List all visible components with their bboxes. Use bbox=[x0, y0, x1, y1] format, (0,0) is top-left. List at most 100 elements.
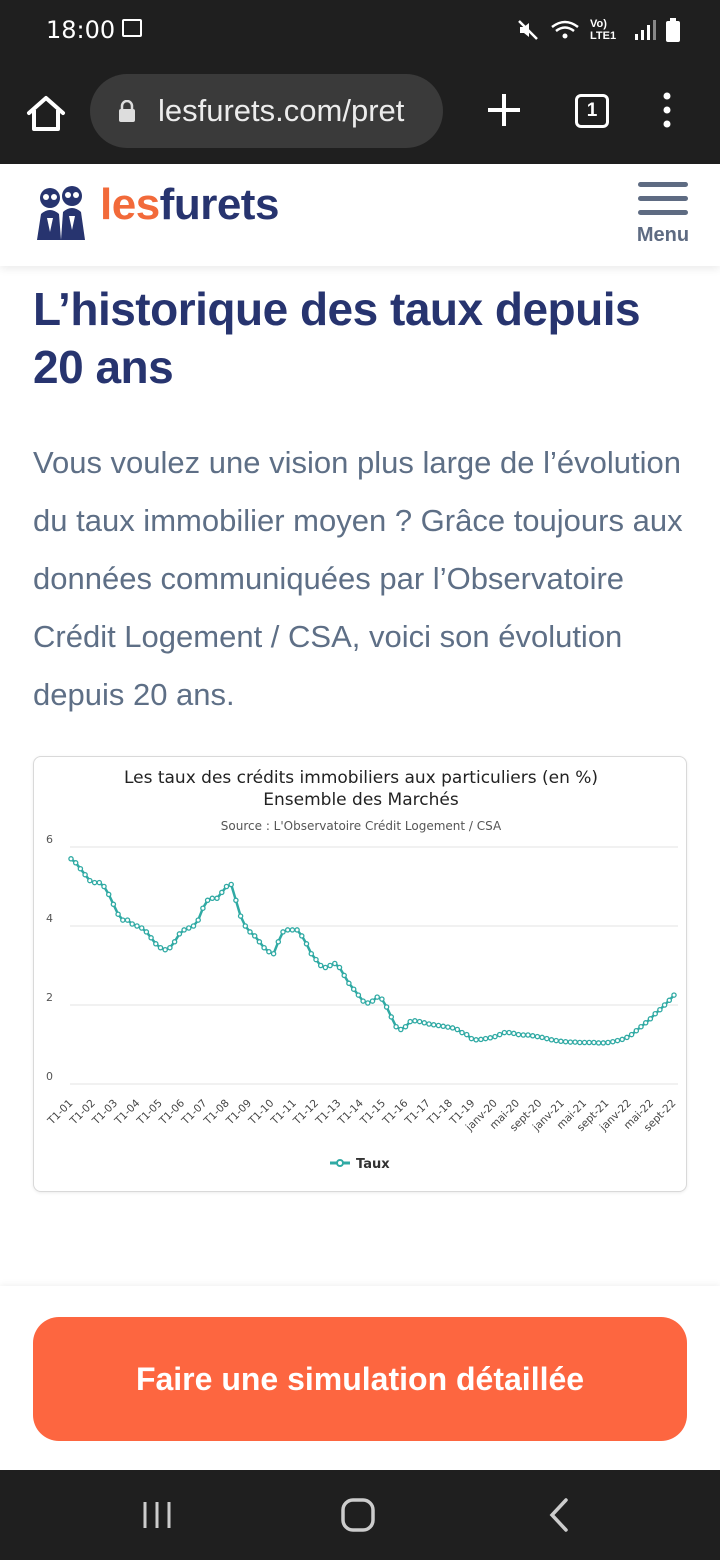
status-icons: Vo) LTE1 bbox=[516, 16, 680, 44]
simulation-button[interactable]: Faire une simulation détaillée bbox=[33, 1317, 687, 1441]
data-point bbox=[515, 1031, 522, 1038]
data-point bbox=[336, 964, 343, 971]
x-tick-label: T1-09 bbox=[224, 1097, 255, 1128]
data-point bbox=[148, 935, 154, 941]
mute-icon bbox=[518, 20, 538, 40]
x-tick-label: T1-01 bbox=[45, 1097, 76, 1128]
data-point bbox=[614, 1037, 621, 1044]
data-point bbox=[393, 1023, 399, 1030]
data-point bbox=[558, 1038, 564, 1045]
data-point bbox=[82, 871, 88, 878]
data-point bbox=[539, 1034, 545, 1041]
data-point bbox=[289, 927, 296, 933]
hamburger-icon-bar bbox=[638, 196, 688, 201]
ferret-logo-icon[interactable] bbox=[33, 184, 89, 242]
status-time: 18:00 bbox=[46, 16, 116, 44]
legend-label: Taux bbox=[356, 1157, 390, 1172]
rate-history-chart: Les taux des crédits immobiliers aux par… bbox=[33, 756, 687, 1192]
data-point bbox=[553, 1037, 559, 1044]
chart-grid bbox=[70, 846, 678, 1085]
new-tab-icon[interactable] bbox=[484, 90, 524, 130]
data-point bbox=[374, 994, 380, 1000]
data-point bbox=[638, 1023, 644, 1030]
data-point bbox=[157, 944, 164, 951]
data-point bbox=[261, 944, 267, 951]
home-nav-icon[interactable] bbox=[340, 1497, 376, 1533]
y-tick-label: 0 bbox=[46, 1070, 53, 1083]
data-point bbox=[190, 923, 197, 929]
data-point bbox=[129, 921, 135, 927]
cta-container: Faire une simulation détaillée bbox=[0, 1286, 720, 1470]
chart-legend[interactable]: Taux bbox=[330, 1157, 390, 1172]
more-options-icon[interactable] bbox=[656, 90, 678, 130]
chart-source: Source : L'Observatoire Crédit Logement … bbox=[221, 819, 502, 833]
data-point bbox=[652, 1010, 658, 1017]
data-point bbox=[567, 1039, 574, 1045]
data-point bbox=[299, 933, 305, 939]
lock-icon bbox=[119, 100, 135, 122]
data-point bbox=[105, 891, 112, 898]
data-point bbox=[619, 1036, 625, 1043]
data-point bbox=[138, 925, 145, 931]
hamburger-icon-bar bbox=[638, 210, 688, 215]
address-bar[interactable]: lesfurets.com/pret bbox=[90, 74, 443, 148]
data-point bbox=[591, 1039, 597, 1046]
intro-paragraph: Vous voulez une vision plus large de l’é… bbox=[33, 445, 683, 712]
data-point bbox=[346, 980, 352, 987]
menu-label: Menu bbox=[636, 224, 690, 246]
data-point bbox=[666, 997, 673, 1004]
data-point bbox=[101, 883, 107, 890]
x-tick-label: T1-18 bbox=[425, 1097, 456, 1128]
data-point bbox=[412, 1018, 418, 1024]
data-point bbox=[303, 941, 310, 947]
data-point bbox=[350, 986, 357, 992]
recent-apps-icon[interactable] bbox=[140, 1498, 174, 1532]
data-point bbox=[383, 1004, 390, 1010]
chart-subtitle: Ensemble des Marchés bbox=[263, 790, 459, 810]
data-point bbox=[153, 941, 159, 947]
data-point bbox=[496, 1031, 503, 1038]
data-point bbox=[120, 917, 126, 923]
x-tick-label: T1-10 bbox=[246, 1097, 277, 1128]
data-point bbox=[360, 998, 366, 1004]
data-point bbox=[463, 1031, 470, 1038]
data-point bbox=[468, 1035, 475, 1042]
data-point bbox=[68, 856, 74, 862]
x-tick-label: T1-17 bbox=[402, 1097, 433, 1128]
logo-les: les bbox=[100, 180, 160, 229]
data-point bbox=[115, 911, 121, 917]
data-point bbox=[223, 883, 230, 890]
data-point bbox=[402, 1023, 409, 1030]
data-point bbox=[492, 1033, 498, 1040]
system-nav-bar bbox=[0, 1470, 720, 1560]
data-point bbox=[482, 1035, 489, 1042]
x-tick-label: T1-07 bbox=[179, 1097, 210, 1128]
home-icon[interactable] bbox=[24, 92, 68, 136]
data-point bbox=[355, 992, 362, 998]
data-point bbox=[369, 998, 376, 1004]
data-point bbox=[671, 992, 677, 998]
tab-switcher-button[interactable]: 1 bbox=[575, 94, 609, 128]
url-text: lesfurets.com/pret bbox=[158, 93, 405, 128]
data-point bbox=[605, 1039, 611, 1046]
data-point bbox=[633, 1027, 640, 1034]
data-point bbox=[247, 929, 253, 935]
x-tick-label: T1-08 bbox=[201, 1097, 232, 1128]
data-point bbox=[341, 972, 347, 979]
chart-canvas: Les taux des crédits immobiliers aux par… bbox=[45, 768, 679, 1172]
data-point bbox=[421, 1020, 428, 1026]
menu-button[interactable]: Menu bbox=[634, 182, 692, 248]
data-point bbox=[365, 1000, 371, 1006]
x-tick-label: T1-12 bbox=[291, 1097, 322, 1128]
back-icon[interactable] bbox=[546, 1497, 572, 1533]
data-point bbox=[398, 1026, 404, 1033]
data-point bbox=[332, 960, 338, 967]
chart-series bbox=[68, 856, 677, 1046]
data-point bbox=[251, 933, 258, 939]
y-tick-label: 2 bbox=[46, 991, 53, 1004]
data-point bbox=[87, 877, 93, 884]
brand-logo[interactable]: lesfurets bbox=[100, 180, 279, 230]
data-point bbox=[600, 1040, 607, 1046]
data-point bbox=[416, 1018, 423, 1025]
data-point bbox=[134, 923, 140, 929]
